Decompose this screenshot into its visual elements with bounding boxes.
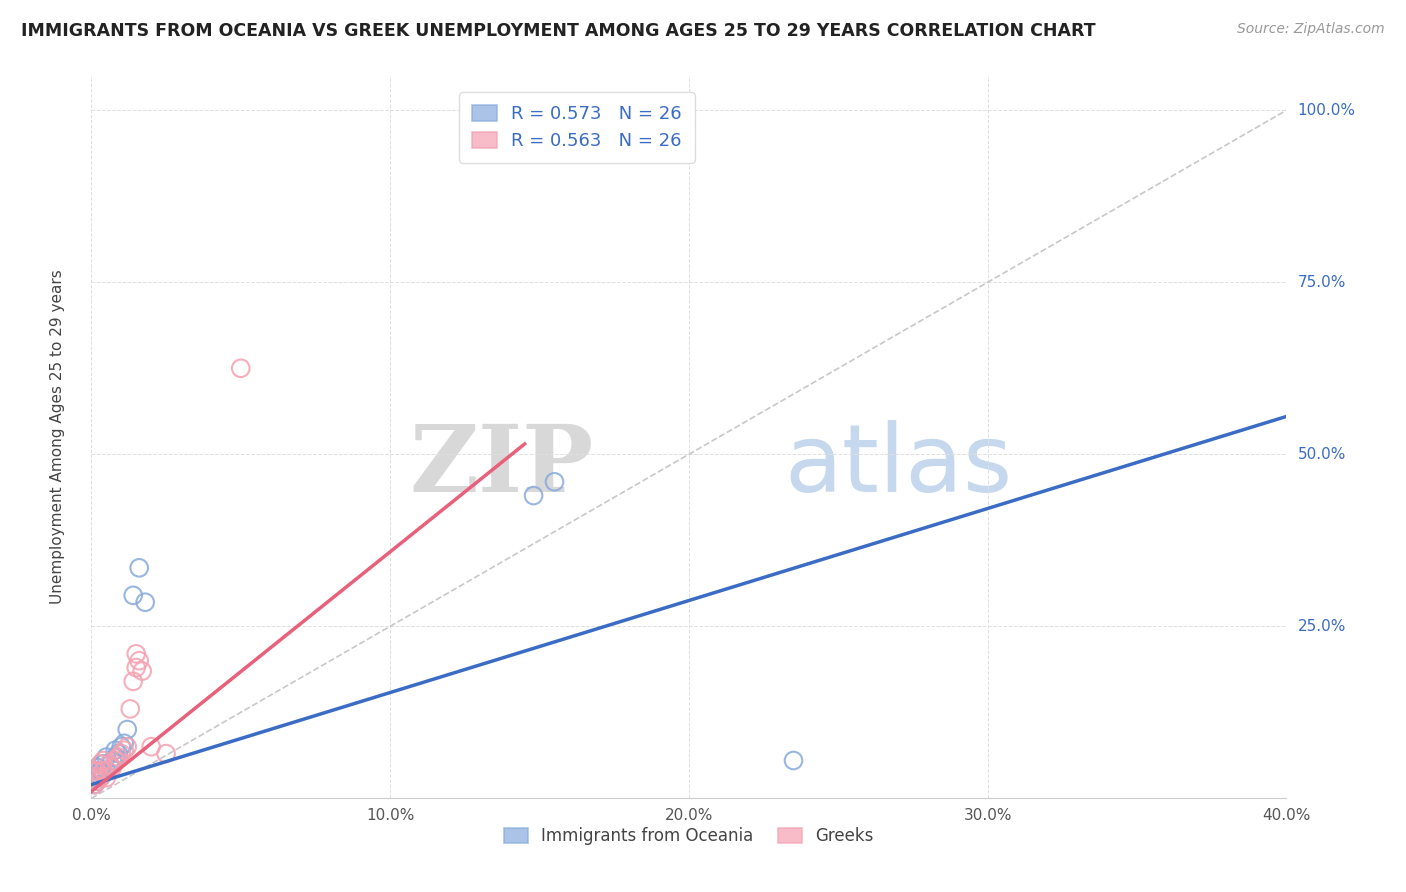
Text: Source: ZipAtlas.com: Source: ZipAtlas.com — [1237, 22, 1385, 37]
Point — [115, 739, 138, 754]
Y-axis label: Unemployment Among Ages 25 to 29 years: Unemployment Among Ages 25 to 29 years — [51, 269, 65, 605]
Point — [155, 747, 177, 761]
Point — [86, 760, 108, 774]
Point — [83, 764, 105, 778]
Legend: Immigrants from Oceania, Greeks: Immigrants from Oceania, Greeks — [495, 817, 883, 855]
Point — [86, 767, 108, 781]
Point — [523, 489, 546, 503]
Point — [96, 764, 118, 778]
Point — [98, 756, 121, 771]
Point — [83, 771, 105, 785]
Point — [101, 760, 124, 774]
Point — [86, 774, 108, 789]
Point — [83, 778, 105, 792]
Text: IMMIGRANTS FROM OCEANIA VS GREEK UNEMPLOYMENT AMONG AGES 25 TO 29 YEARS CORRELAT: IMMIGRANTS FROM OCEANIA VS GREEK UNEMPLO… — [21, 22, 1095, 40]
Point — [115, 723, 138, 737]
Text: 50.0%: 50.0% — [1298, 447, 1346, 462]
Text: 100.0%: 100.0% — [1298, 103, 1355, 118]
Point — [89, 771, 111, 785]
Text: 75.0%: 75.0% — [1298, 275, 1346, 290]
Point — [112, 743, 135, 757]
Point — [112, 736, 135, 750]
Point — [101, 754, 124, 768]
Point — [110, 747, 132, 761]
Point — [141, 739, 163, 754]
Point — [83, 771, 105, 785]
Point — [86, 774, 108, 789]
Point — [134, 595, 156, 609]
Point — [125, 660, 148, 674]
Text: ZIP: ZIP — [409, 421, 593, 511]
Point — [96, 750, 118, 764]
Point — [93, 764, 115, 778]
Point — [120, 702, 142, 716]
Point — [104, 750, 127, 764]
Point — [83, 778, 105, 792]
Point — [86, 764, 108, 778]
Point — [98, 756, 121, 771]
Point — [93, 754, 115, 768]
Point — [122, 588, 145, 602]
Text: atlas: atlas — [785, 420, 1012, 512]
Point — [89, 756, 111, 771]
Point — [543, 475, 565, 489]
Point — [128, 561, 150, 575]
Point — [83, 764, 105, 778]
Point — [110, 739, 132, 754]
Point — [107, 750, 129, 764]
Point — [96, 771, 118, 785]
Point — [104, 743, 127, 757]
Point — [128, 654, 150, 668]
Point — [131, 664, 153, 678]
Point — [125, 647, 148, 661]
Point — [122, 674, 145, 689]
Point — [104, 754, 127, 768]
Point — [89, 764, 111, 778]
Point — [229, 361, 252, 376]
Point — [93, 756, 115, 771]
Text: 25.0%: 25.0% — [1298, 619, 1346, 634]
Point — [93, 767, 115, 781]
Point — [782, 754, 804, 768]
Point — [107, 747, 129, 761]
Point — [89, 771, 111, 785]
